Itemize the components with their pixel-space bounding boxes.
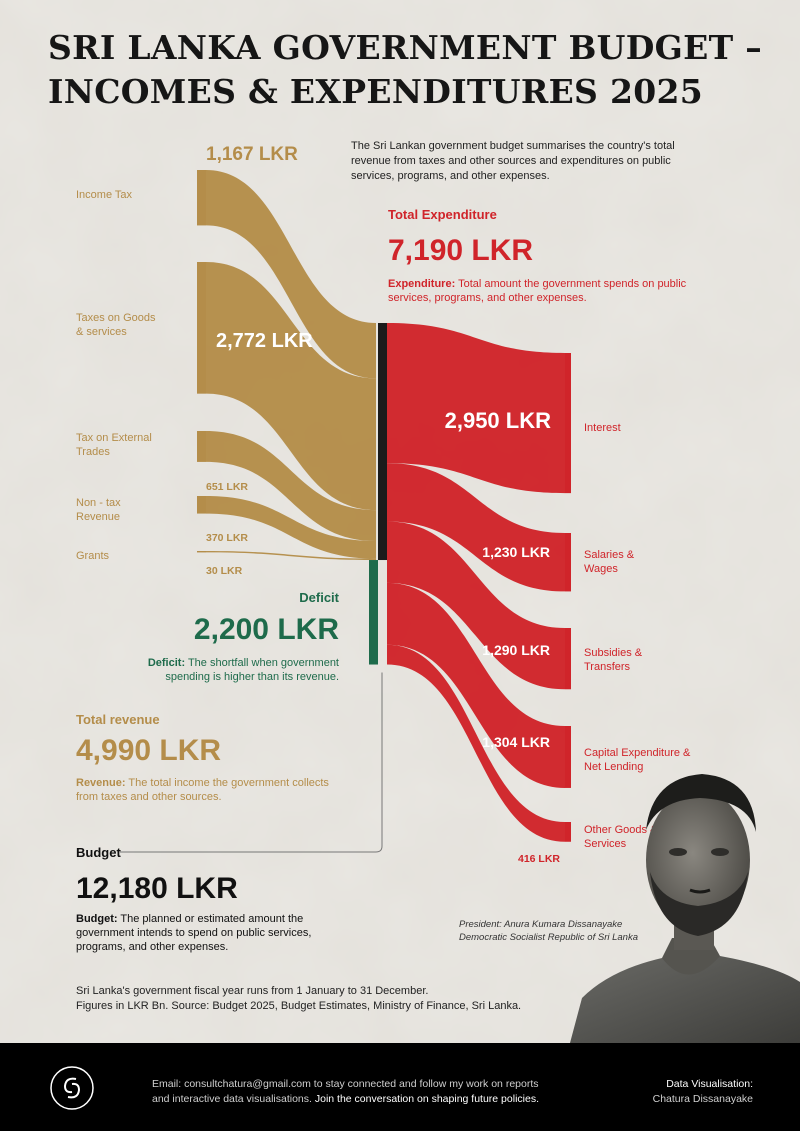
expenditure-flow-2 (387, 521, 565, 690)
page-title: SRI LANKA GOVERNMENT BUDGET – INCOMES & … (48, 28, 763, 111)
budget-node (378, 323, 387, 561)
target-label-subsidies: Subsidies & Transfers (584, 647, 643, 673)
cd-monogram-icon[interactable] (49, 1065, 95, 1111)
source-label-goods-services: Taxes on Goods & services (76, 312, 156, 338)
expenditure-flow-1 (387, 463, 565, 592)
target-node-4 (565, 822, 571, 842)
footer: Email: consultchatura@gmail.com to stay … (0, 1043, 800, 1131)
intro-text: The Sri Lankan government budget summari… (351, 140, 675, 182)
deficit-node (369, 560, 378, 665)
target-node-0 (565, 353, 571, 494)
target-label-interest: Interest (584, 422, 621, 434)
budget-connector (120, 672, 383, 853)
source-label-income-tax: Income Tax (76, 189, 133, 201)
value-label-non-tax: 370 LKR (206, 532, 248, 544)
source-node-1 (197, 262, 206, 394)
expenditure-flow-0 (387, 323, 565, 494)
source-label-grants: Grants (76, 550, 110, 562)
deficit-value: 2,200 LKR (193, 613, 339, 646)
source-label-non-tax: Non - tax Revenue (76, 497, 121, 523)
income-flow-0 (206, 170, 376, 379)
source-label-external-trades: Tax on External Trades (76, 432, 152, 458)
target-node-3 (565, 726, 571, 788)
value-label-external-trades: 651 LKR (206, 481, 248, 493)
budget-value: 12,180 LKR (76, 872, 238, 905)
expenditure-flow-4 (387, 644, 565, 842)
revenue-note: Revenue: The total income the government… (76, 777, 329, 803)
target-label-capital: Capital Expenditure & Net Lending (584, 747, 691, 773)
target-label-salaries: Salaries & Wages (584, 549, 635, 575)
value-label-other: 416 LKR (518, 853, 560, 865)
value-label-goods-services: 2,772 LKR (216, 330, 313, 352)
income-flow-3 (206, 496, 376, 559)
budget-heading: Budget (76, 845, 121, 860)
target-node-2 (565, 628, 571, 690)
income-flow-4 (206, 551, 376, 561)
expenditure-flow-3 (387, 582, 565, 788)
photo-caption: President: Anura Kumara Dissanayake Democ… (459, 919, 638, 943)
president-portrait (570, 774, 800, 1043)
income-flow-2 (206, 431, 376, 542)
source-node-3 (197, 496, 206, 514)
total-revenue-value: 4,990 LKR (76, 734, 222, 767)
deficit-note: Deficit: The shortfall when government s… (147, 657, 339, 683)
source-node-4 (197, 551, 206, 553)
source-note: Sri Lanka's government fiscal year runs … (76, 985, 522, 1012)
value-label-salaries: 1,230 LKR (482, 544, 550, 560)
value-label-interest: 2,950 LKR (445, 408, 551, 433)
target-node-1 (565, 533, 571, 592)
value-label-capital: 1,304 LKR (482, 734, 550, 750)
total-expenditure-value: 7,190 LKR (388, 234, 534, 267)
expenditure-note: Expenditure: Total amount the government… (388, 278, 687, 304)
target-label-other: Other Goods & Services (584, 824, 658, 850)
income-flow-1 (206, 262, 376, 511)
source-node-2 (197, 431, 206, 462)
deficit-heading: Deficit (299, 590, 339, 605)
footer-contact: Email: consultchatura@gmail.com to stay … (152, 1078, 539, 1105)
total-expenditure-heading: Total Expenditure (388, 207, 497, 222)
value-label-grants: 30 LKR (206, 565, 243, 577)
value-label-subsidies: 1,290 LKR (482, 642, 550, 658)
total-revenue-heading: Total revenue (76, 712, 160, 727)
value-label-income-tax: 1,167 LKR (206, 144, 298, 165)
footer-credit: Data Visualisation: Chatura Dissanayake (652, 1078, 753, 1105)
source-node-0 (197, 170, 206, 226)
budget-note: Budget: The planned or estimated amount … (76, 913, 312, 953)
